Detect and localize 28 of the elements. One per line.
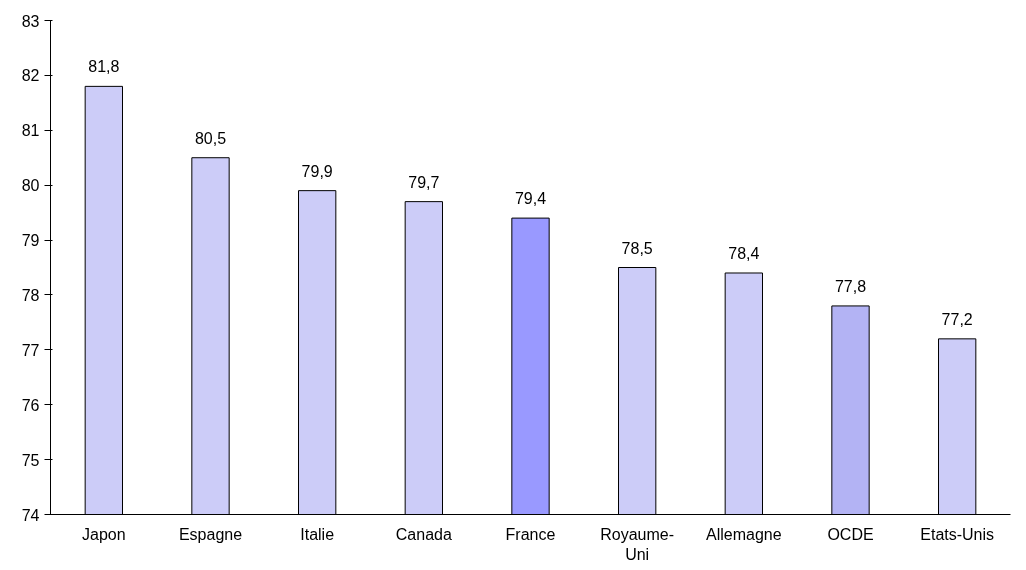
y-tick-label: 76 bbox=[21, 396, 40, 414]
data-label: 81,8 bbox=[88, 58, 120, 76]
y-tick-label: 81 bbox=[21, 122, 40, 140]
y-tick-label: 79 bbox=[21, 232, 40, 250]
y-tick-label: 77 bbox=[21, 341, 40, 359]
data-label: 78,4 bbox=[728, 244, 760, 262]
x-tick-label: Canada bbox=[395, 525, 452, 543]
x-tick-label: Italie bbox=[300, 525, 335, 543]
y-tick-label: 82 bbox=[21, 67, 40, 85]
x-tick-label: Espagne bbox=[178, 525, 243, 543]
data-label: 80,5 bbox=[194, 129, 227, 147]
x-tick-label: France bbox=[505, 525, 556, 543]
y-tick-label: 78 bbox=[21, 286, 40, 304]
data-label: 77,2 bbox=[941, 310, 973, 328]
x-tick-label: Etats-Unis bbox=[920, 525, 995, 543]
data-label: 78,5 bbox=[621, 239, 653, 257]
data-label: 77,8 bbox=[834, 277, 867, 295]
y-tick-label: 75 bbox=[21, 451, 40, 469]
x-tick-label: OCDE bbox=[827, 525, 874, 543]
y-tick-label: 80 bbox=[21, 177, 40, 195]
data-label: 79,4 bbox=[514, 190, 547, 208]
data-label: 79,7 bbox=[408, 173, 440, 191]
y-tick-label: 74 bbox=[21, 506, 40, 524]
data-label: 79,9 bbox=[301, 162, 333, 180]
x-tick-label: Allemagne bbox=[706, 525, 782, 543]
x-tick-label: Royaume-Uni bbox=[600, 525, 675, 563]
y-tick-label: 83 bbox=[21, 12, 40, 30]
x-tick-label: Japon bbox=[82, 525, 126, 543]
